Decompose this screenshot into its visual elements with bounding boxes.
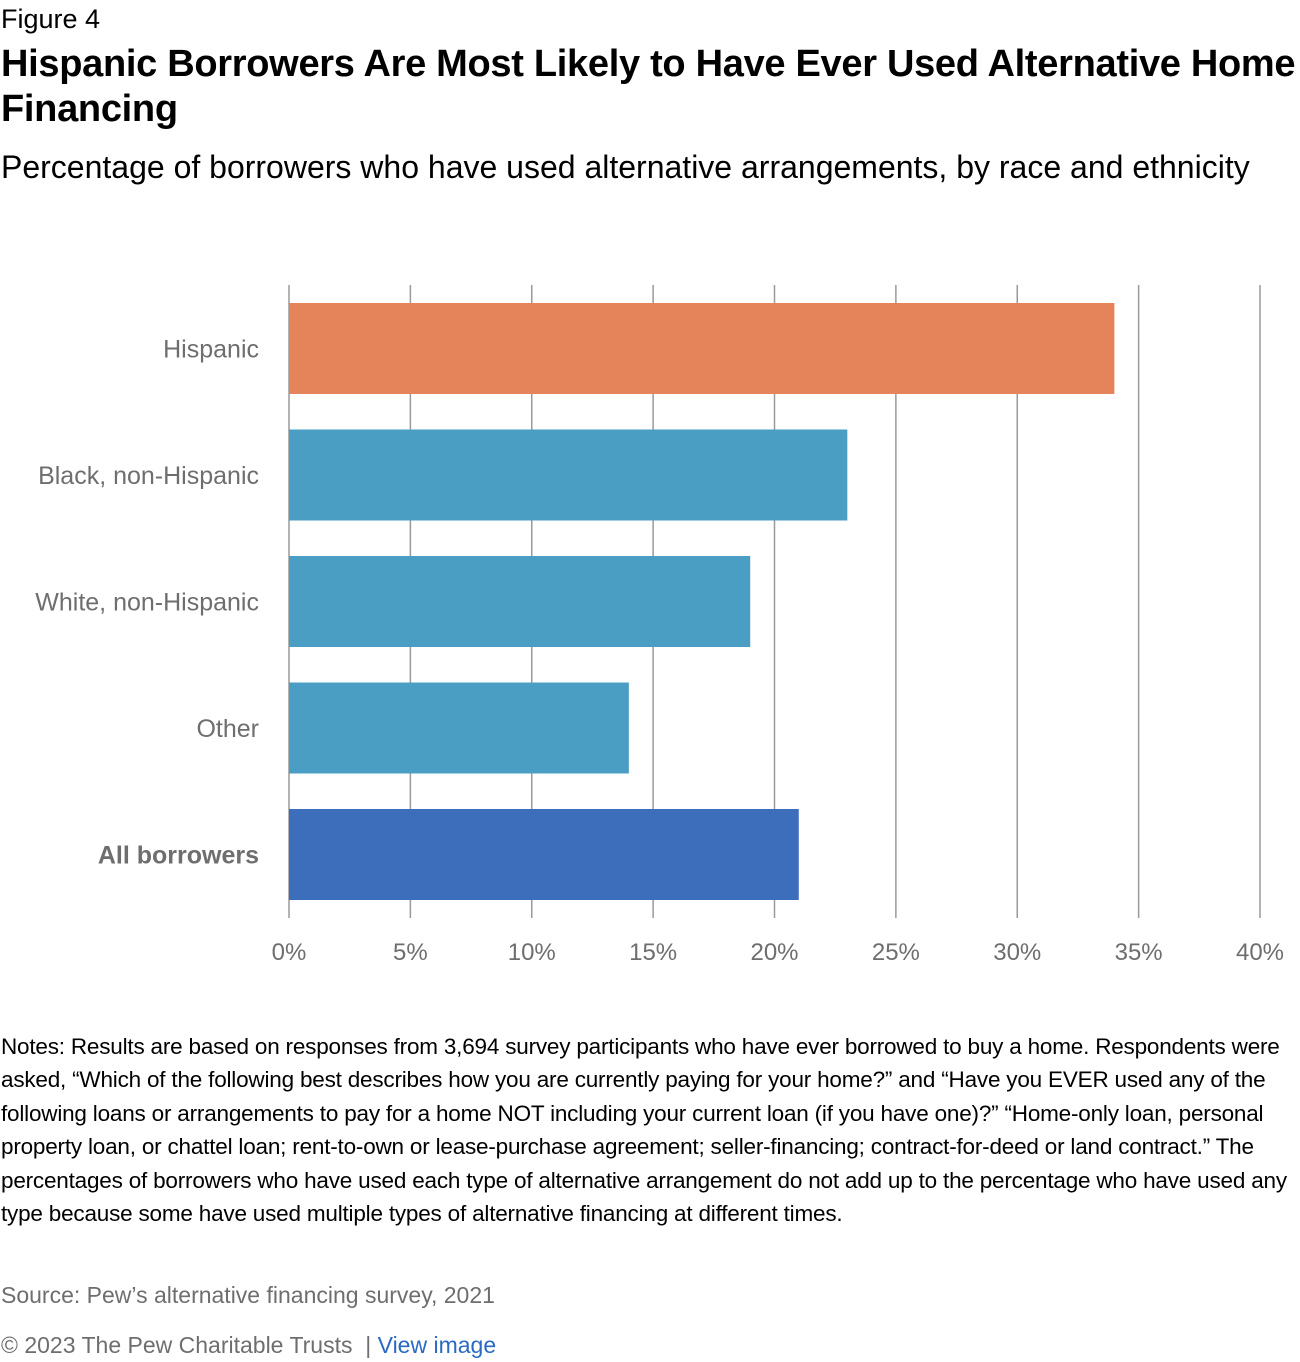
x-tick-label: 25% — [872, 939, 920, 966]
x-tick-label: 10% — [508, 939, 556, 966]
x-tick-label: 5% — [393, 939, 428, 966]
bar-chart: 0% 5% 10% 15% 20% 25% 30% 35% 40% Hispanic Black, … — [35, 285, 1284, 966]
x-tick-label: 30% — [993, 939, 1041, 966]
chart-title: Hispanic Borrowers Are Most Likely to Ha… — [1, 43, 1296, 130]
chart-subtitle: Percentage of borrowers who have used al… — [1, 149, 1250, 185]
bar-hispanic — [289, 303, 1115, 394]
credit-line: © 2023 The Pew Charitable Trusts | View … — [1, 1332, 496, 1359]
x-tick-label: 20% — [750, 939, 798, 966]
bar-all-borrowers — [289, 809, 799, 900]
notes: Notes: Results are based on responses fr… — [1, 1034, 1287, 1227]
x-tick-label: 35% — [1115, 939, 1163, 966]
bar-black-non-hispanic — [289, 429, 848, 521]
y-category-label: All borrowers — [98, 842, 259, 870]
separator: | — [365, 1332, 372, 1358]
bar-other — [289, 682, 629, 774]
y-category-label: Black, non-Hispanic — [38, 462, 259, 490]
y-category-label: White, non-Hispanic — [35, 589, 259, 617]
x-tick-label: 0% — [272, 939, 307, 966]
copyright: © 2023 The Pew Charitable Trusts — [1, 1332, 353, 1358]
y-category-label: Other — [196, 715, 259, 743]
view-image-link[interactable]: View image — [377, 1332, 497, 1358]
figure-label: Figure 4 — [1, 4, 101, 34]
bar-white-non-hispanic — [289, 556, 751, 647]
x-tick-label: 40% — [1236, 939, 1284, 966]
x-tick-label: 15% — [629, 939, 677, 966]
source: Source: Pew’s alternative financing surv… — [1, 1282, 495, 1308]
y-category-label: Hispanic — [163, 336, 259, 364]
